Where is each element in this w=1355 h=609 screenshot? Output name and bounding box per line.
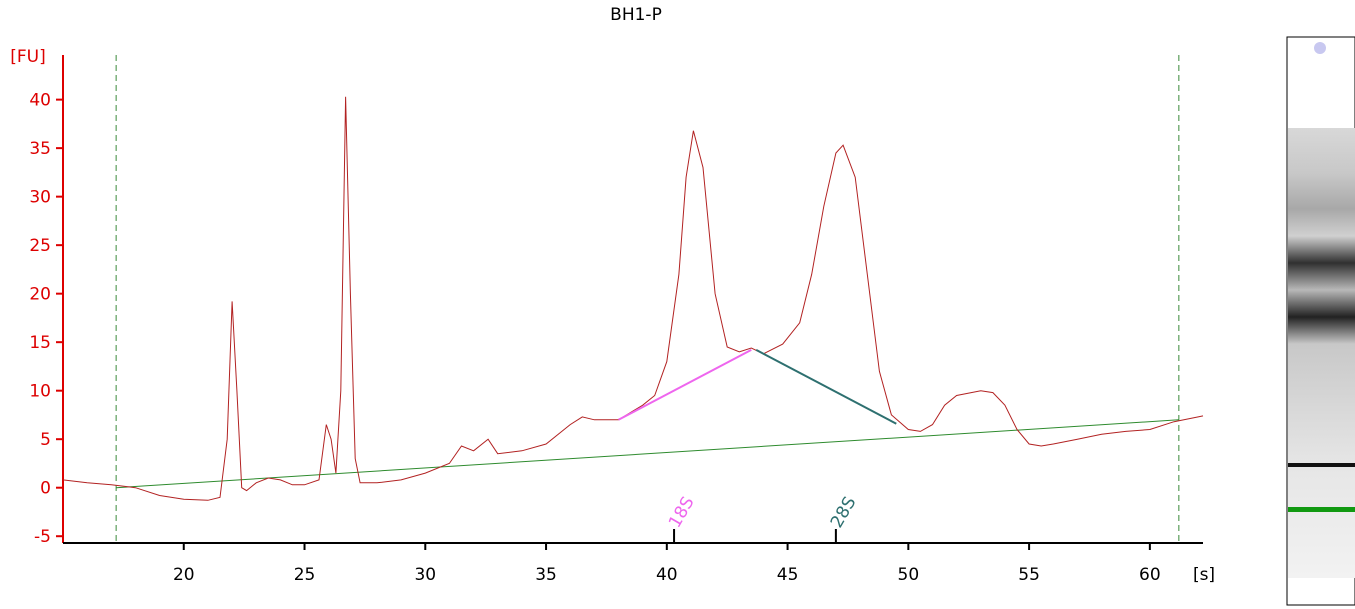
y-tick-label: 35 [29, 139, 51, 159]
y-tick-label: 40 [29, 91, 51, 111]
y-axis-label: [FU] [10, 47, 46, 67]
y-tick-label: 5 [40, 430, 51, 450]
y-tick-label: 25 [29, 236, 51, 256]
x-tick-label: 40 [656, 565, 678, 585]
peak-label: 18S [665, 493, 699, 531]
chart-title: BH1-P [610, 5, 662, 25]
baseline [116, 419, 1179, 489]
y-tick-label: 20 [29, 285, 51, 305]
y-tick-label: -5 [34, 527, 51, 547]
x-tick-label: 35 [535, 565, 557, 585]
x-tick-label: 25 [294, 565, 316, 585]
x-tick-label: 30 [414, 565, 436, 585]
x-tick-label: 45 [777, 565, 799, 585]
trace [62, 96, 1204, 501]
x-axis-label: [s] [1193, 565, 1215, 585]
x-tick-label: 20 [173, 565, 195, 585]
peak-label: 28S [827, 493, 861, 531]
gel-lane [1286, 36, 1355, 606]
x-tick-label: 60 [1139, 565, 1161, 585]
y-tick-label: 30 [29, 188, 51, 208]
x-tick-label: 55 [1018, 565, 1040, 585]
x-tick-label: 50 [898, 565, 920, 585]
peak-fit [618, 349, 752, 421]
peak-fit [755, 349, 897, 425]
y-tick-label: 0 [40, 479, 51, 499]
y-tick-label: 15 [29, 333, 51, 353]
y-tick-label: 10 [29, 382, 51, 402]
